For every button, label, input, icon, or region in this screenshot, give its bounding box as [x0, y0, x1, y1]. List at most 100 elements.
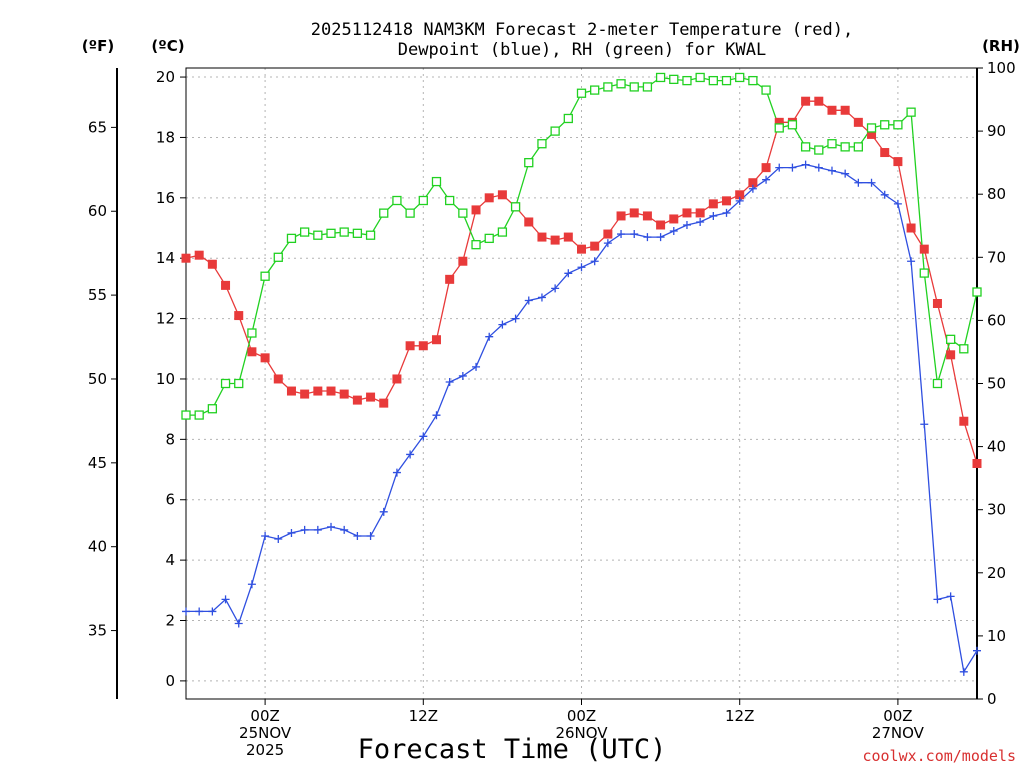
- 2-meter-temperature-point: [563, 232, 573, 242]
- dewpoint-point: [617, 230, 626, 239]
- 2-meter-temperature-point: [300, 389, 310, 399]
- rh-tick-label: 60: [987, 311, 1006, 329]
- 2-meter-temperature-point: [537, 232, 547, 242]
- credit-text: coolwx.com/models: [862, 747, 1016, 765]
- rh-point: [827, 139, 837, 149]
- 2-meter-temperature-point: [972, 459, 982, 469]
- 2-meter-temperature-point: [616, 211, 626, 221]
- dewpoint-point: [630, 230, 639, 239]
- dewpoint-point: [537, 293, 546, 302]
- rh-tick-label: 40: [987, 438, 1006, 456]
- rh-point: [352, 228, 363, 238]
- fahrenheit-tick-label: 60: [88, 202, 107, 220]
- dewpoint-point: [973, 646, 981, 655]
- rh-point: [458, 208, 468, 218]
- rh-point: [866, 123, 877, 133]
- 2-meter-temperature-point: [761, 163, 771, 173]
- 2-meter-temperature-point: [946, 350, 956, 360]
- rh-point: [286, 233, 297, 244]
- rh-point: [365, 230, 376, 240]
- 2-meter-temperature-point: [932, 298, 942, 308]
- dewpoint-point: [682, 220, 691, 229]
- rh-point: [590, 85, 600, 95]
- x-tick-label: 25NOV: [239, 724, 292, 742]
- rh-point: [853, 142, 863, 152]
- x-tick-label: 27NOV: [872, 724, 925, 742]
- 2-meter-temperature-point: [577, 244, 586, 254]
- rh-point: [471, 240, 481, 250]
- x-tick-label: 12Z: [725, 707, 754, 725]
- dewpoint-point: [564, 269, 573, 278]
- dewpoint-point: [748, 184, 757, 193]
- dewpoint-point: [656, 233, 665, 242]
- fahrenheit-tick-label: 65: [88, 118, 107, 136]
- rh-point: [629, 82, 639, 92]
- chart-title-line-1: 2025112418 NAM3KM Forecast 2-meter Tempe…: [311, 20, 853, 40]
- dewpoint-point: [406, 450, 415, 459]
- fahrenheit-tick-label: 45: [88, 454, 107, 472]
- 2-meter-temperature-point: [682, 208, 692, 218]
- rh-point: [906, 107, 916, 117]
- rh-point: [959, 344, 969, 354]
- rh-point: [524, 157, 534, 168]
- rh-point: [814, 145, 824, 155]
- 2-meter-temperature-point: [893, 157, 903, 167]
- rh-point: [431, 176, 442, 187]
- dewpoint-point: [340, 525, 349, 534]
- dewpoint-point: [419, 432, 428, 441]
- dewpoint-point: [313, 525, 322, 534]
- dewpoint-point: [432, 411, 441, 420]
- dewpoint-point: [762, 175, 771, 184]
- dewpoint-point: [893, 199, 902, 208]
- fahrenheit-tick-label: 40: [88, 538, 107, 556]
- rh-point: [497, 227, 508, 237]
- rh-point: [708, 75, 718, 86]
- dewpoint-point: [880, 190, 889, 199]
- dewpoint-point: [182, 607, 190, 616]
- 2-meter-temperature-point: [642, 211, 652, 221]
- rh-point: [972, 287, 982, 297]
- 2-meter-temperature-point: [827, 105, 837, 115]
- x-tick-label: 00Z: [883, 707, 912, 725]
- rh-point: [800, 142, 811, 152]
- 2-meter-temperature-point: [379, 398, 389, 408]
- dewpoint-point: [261, 531, 270, 540]
- dewpoint-point: [208, 607, 217, 616]
- rh-point: [510, 202, 521, 212]
- rh-point: [379, 208, 389, 218]
- 2-meter-temperature-point: [656, 220, 666, 230]
- dewpoint-point: [392, 468, 401, 477]
- 2-meter-temperature-point: [603, 229, 613, 239]
- rh-point: [445, 195, 455, 206]
- x-axis-label: Forecast Time (UTC): [358, 734, 667, 765]
- celsius-tick-label: 20: [156, 68, 175, 86]
- rh-point: [313, 230, 323, 240]
- 2-meter-temperature-point: [906, 223, 916, 233]
- dewpoint-point: [946, 592, 955, 601]
- 2-meter-temperature-point: [695, 208, 705, 218]
- x-tick-label: 2025: [246, 741, 284, 759]
- 2-meter-temperature-point: [339, 389, 349, 399]
- dewpoint-point: [788, 163, 797, 172]
- 2-meter-temperature-point: [629, 208, 639, 218]
- 2-meter-temperature-point: [814, 96, 824, 106]
- dewpoint-point: [643, 233, 652, 242]
- rh-point: [220, 378, 231, 389]
- fahrenheit-tick-label: 35: [88, 622, 107, 640]
- dewpoint-point: [445, 377, 454, 386]
- 2-meter-temperature-point: [405, 341, 415, 351]
- rh-point: [392, 195, 402, 206]
- dewpoint-point: [485, 332, 494, 341]
- celsius-unit-label: (ºC): [151, 37, 184, 55]
- rh-tick-label: 90: [987, 122, 1006, 140]
- rh-tick-label: 70: [987, 248, 1006, 266]
- 2-meter-temperature-point: [181, 253, 191, 263]
- rh-point: [682, 75, 692, 86]
- 2-meter-temperature-point: [484, 193, 494, 203]
- 2-meter-temperature-point: [431, 335, 441, 345]
- dewpoint-point: [801, 160, 810, 169]
- 2-meter-temperature-point: [919, 244, 929, 254]
- celsius-tick-label: 0: [165, 672, 175, 690]
